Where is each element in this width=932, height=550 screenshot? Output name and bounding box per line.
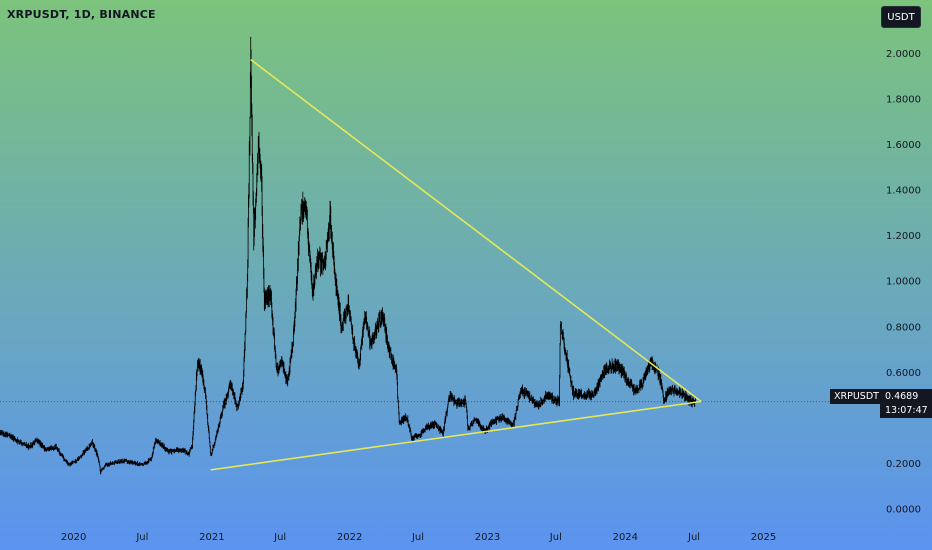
symbol-title: XRPUSDT, 1D, BINANCE (7, 8, 156, 21)
y-tick-label-5: 1.0000 (886, 277, 921, 288)
x-tick-label-1: Jul (135, 532, 148, 543)
bar-countdown-label: 13:07:47 (880, 404, 932, 418)
x-tick-label-9: Jul (687, 532, 700, 543)
candles-layer (0, 36, 696, 475)
y-tick-label-6: 0.8000 (886, 322, 921, 333)
x-tick-label-2: 2021 (199, 532, 224, 543)
x-tick-label-0: 2020 (61, 532, 86, 543)
trendline-1[interactable] (210, 400, 702, 471)
trendline-layer[interactable] (210, 58, 702, 471)
x-tick-label-10: 2025 (751, 532, 776, 543)
x-tick-label-5: Jul (411, 532, 424, 543)
time-axis[interactable]: 2020 Jul 2021 Jul 2022 Jul 2023 Jul 2024 Jul 2025 (61, 532, 776, 543)
y-tick-label-9: 0.0000 (886, 505, 921, 516)
price-axis[interactable]: 2.0000 1.8000 1.6000 1.4000 1.2000 1.0000 0.80… (886, 49, 921, 516)
y-tick-label-7: 0.6000 (886, 368, 921, 379)
y-tick-label-8: 0.2000 (886, 459, 921, 470)
x-tick-label-8: 2024 (613, 532, 638, 543)
last-price-symbol-label: XRPUSDT (830, 389, 883, 404)
y-tick-label-2: 1.6000 (886, 140, 921, 151)
currency-button[interactable]: USDT (881, 6, 921, 28)
x-tick-label-3: Jul (273, 532, 286, 543)
x-tick-label-7: Jul (549, 532, 562, 543)
last-price-value-label: 0.4689 (880, 389, 932, 404)
y-tick-label-0: 2.0000 (886, 49, 921, 60)
y-tick-label-3: 1.4000 (886, 186, 921, 197)
x-tick-label-4: 2022 (337, 532, 362, 543)
y-tick-label-1: 1.8000 (886, 94, 921, 105)
trendline-0[interactable] (250, 58, 702, 403)
y-tick-label-4: 1.2000 (886, 231, 921, 242)
x-tick-label-6: 2023 (475, 532, 500, 543)
